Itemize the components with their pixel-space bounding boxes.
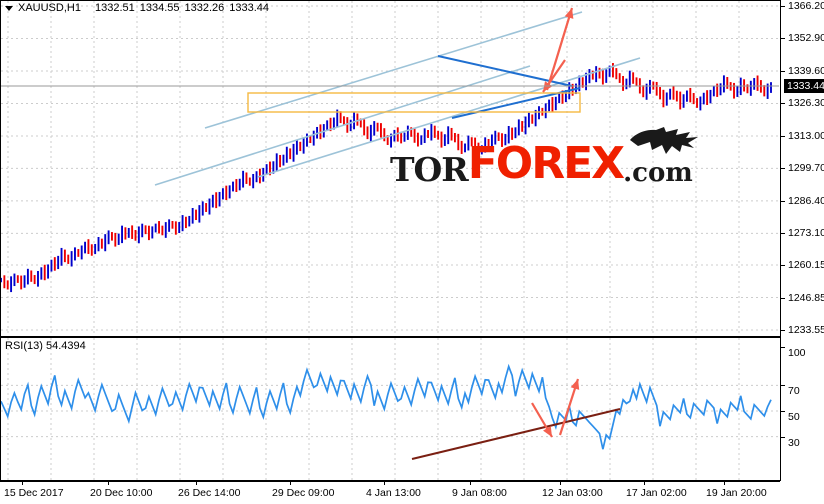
rsi-scale-axis[interactable]: 100 70 50 30 bbox=[780, 337, 824, 481]
time-tick-label: 19 Jan 20:00 bbox=[706, 487, 767, 499]
price-panel[interactable] bbox=[0, 0, 824, 337]
price-tick bbox=[780, 168, 785, 170]
time-tick bbox=[470, 481, 471, 485]
time-axis[interactable]: 15 Dec 2017 20 Dec 10:00 26 Dec 14:00 29 De… bbox=[0, 481, 824, 504]
price-tick bbox=[780, 265, 785, 267]
price-tick bbox=[780, 330, 785, 331]
rsi-panel-top-border bbox=[0, 337, 780, 338]
rsi-tick-label: 70 bbox=[788, 385, 800, 398]
time-tick-label: 26 Dec 14:00 bbox=[178, 487, 241, 499]
quote-open: 1332.51 bbox=[94, 2, 135, 14]
symbol-name: XAUUSD,H1 bbox=[18, 2, 81, 14]
price-tick bbox=[780, 6, 785, 7]
rsi-tick bbox=[780, 411, 785, 412]
rsi-scale-line bbox=[780, 337, 781, 481]
rsi-tick bbox=[780, 385, 785, 387]
symbol-header[interactable]: XAUUSD,H1 1332.51 1334.55 1332.26 1333.4… bbox=[5, 2, 269, 14]
time-tick-label: 4 Jan 13:00 bbox=[366, 487, 421, 499]
price-panel-left-border bbox=[0, 0, 1, 337]
price-tick bbox=[780, 135, 785, 137]
price-plot-area[interactable] bbox=[0, 0, 780, 337]
time-tick bbox=[560, 481, 561, 485]
time-tick bbox=[384, 481, 385, 485]
price-tick-label: 1339.60 bbox=[788, 64, 824, 77]
current-price-tag: 1333.44 bbox=[784, 79, 824, 94]
price-tick-label: 1313.00 bbox=[788, 129, 824, 142]
time-tick-label: 20 Dec 10:00 bbox=[90, 487, 153, 499]
rsi-plot-area[interactable] bbox=[0, 337, 780, 481]
price-tick bbox=[780, 233, 785, 235]
rsi-panel[interactable] bbox=[0, 337, 824, 481]
price-tick bbox=[780, 103, 785, 105]
time-axis-line bbox=[0, 481, 780, 482]
rsi-tick-label: 30 bbox=[788, 436, 800, 449]
price-scale-axis[interactable]: 1366.20 1352.90 1339.60 1326.30 1313.00 1299.… bbox=[780, 0, 824, 337]
price-tick-label: 1246.85 bbox=[788, 291, 824, 304]
rsi-tick-label: 50 bbox=[788, 411, 800, 423]
rsi-tick-label: 100 bbox=[788, 347, 806, 359]
rsi-indicator-label: RSI(13) 54.4394 bbox=[5, 340, 86, 352]
triangle-down-icon[interactable] bbox=[5, 5, 13, 11]
price-tick-label: 1326.30 bbox=[788, 97, 824, 110]
price-tick-label: 1299.70 bbox=[788, 162, 824, 175]
time-tick bbox=[290, 481, 291, 485]
time-tick-label: 15 Dec 2017 bbox=[4, 487, 64, 499]
quote-high: 1334.55 bbox=[139, 2, 180, 14]
price-panel-top-border bbox=[0, 0, 780, 1]
price-tick bbox=[780, 297, 785, 299]
price-tick bbox=[780, 38, 785, 40]
price-tick-label: 1273.10 bbox=[788, 227, 824, 240]
time-tick bbox=[22, 481, 23, 485]
rsi-tick bbox=[780, 436, 785, 438]
time-tick-label: 17 Jan 02:00 bbox=[626, 487, 687, 499]
time-tick bbox=[108, 481, 109, 485]
time-tick-label: 9 Jan 08:00 bbox=[452, 487, 507, 499]
price-tick-label: 1366.20 bbox=[788, 0, 824, 12]
price-tick-label: 1286.40 bbox=[788, 194, 824, 207]
rsi-panel-bottom-border bbox=[0, 480, 780, 481]
time-tick bbox=[196, 481, 197, 485]
price-tick bbox=[780, 200, 785, 202]
time-tick-label: 12 Jan 03:00 bbox=[542, 487, 603, 499]
quote-close: 1333.44 bbox=[229, 2, 270, 14]
time-tick bbox=[724, 481, 725, 485]
price-tick-label: 1260.15 bbox=[788, 259, 824, 272]
quote-low: 1332.26 bbox=[184, 2, 225, 14]
rsi-panel-left-border bbox=[0, 337, 1, 481]
price-tick-label: 1352.90 bbox=[788, 32, 824, 45]
time-tick bbox=[644, 481, 645, 485]
price-tick-label: 1233.55 bbox=[788, 324, 824, 336]
price-panel-bottom-border bbox=[0, 336, 780, 337]
rsi-tick bbox=[780, 347, 785, 348]
time-tick-label: 29 Dec 09:00 bbox=[272, 487, 335, 499]
price-tick bbox=[780, 70, 785, 72]
